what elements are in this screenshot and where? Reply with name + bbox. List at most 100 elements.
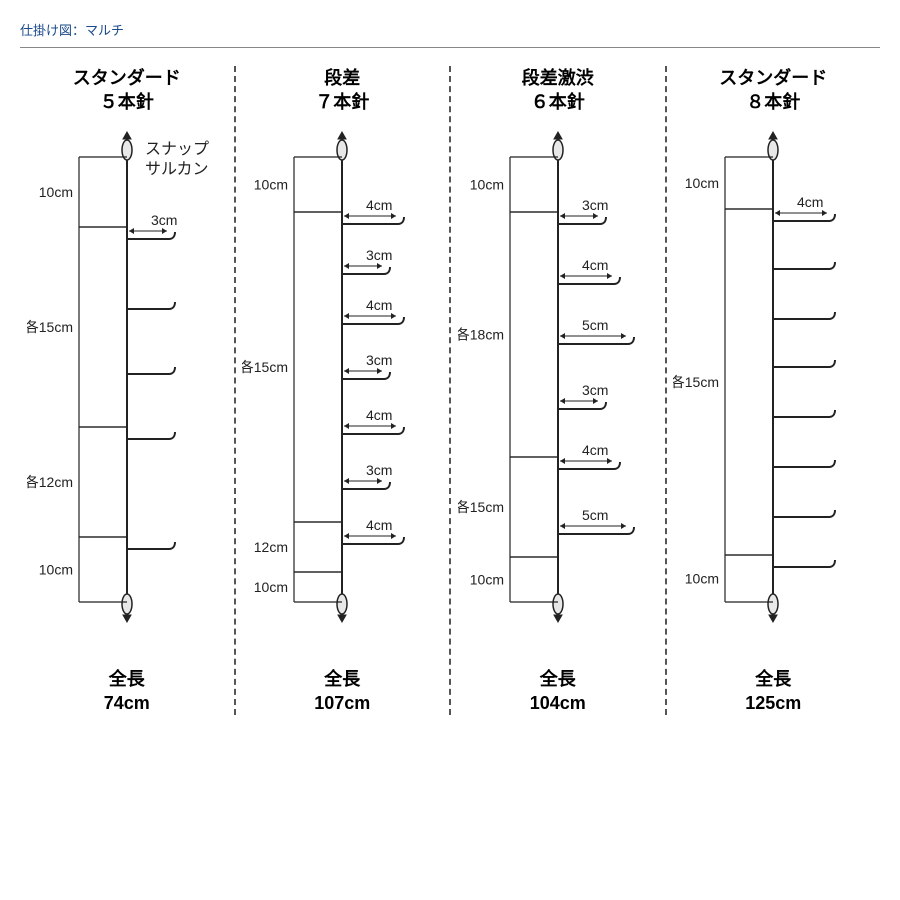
rig-column: 段差激渋 ６本針 10cm 各18cm 各15cm 10cm 3cm 4cm	[451, 66, 667, 715]
branch-length-label: 5cm	[582, 317, 608, 333]
arrowhead-icon	[344, 213, 349, 219]
branch-length-label: 4cm	[797, 194, 823, 210]
snap-clip-icon	[338, 615, 346, 622]
arrowhead-icon	[344, 368, 349, 374]
rig-header: 段差激渋 ６本針	[457, 66, 659, 115]
segment-label: 各18cm	[458, 326, 504, 342]
rig-column: スタンダード ５本針 スナップ サルカン 10cm 各15cm 各12cm 10…	[20, 66, 236, 715]
branch-line	[773, 505, 835, 517]
segment-label: 各12cm	[27, 474, 73, 490]
segment-label: 12cm	[254, 539, 288, 555]
branch-line	[342, 477, 390, 489]
branch-line	[342, 422, 404, 434]
branch-line	[342, 367, 390, 379]
arrowhead-icon	[775, 210, 780, 216]
segment-label: 各15cm	[27, 319, 73, 335]
divider-line	[20, 47, 880, 48]
swivel-icon	[553, 594, 563, 614]
arrowhead-icon	[344, 263, 349, 269]
rig-title-line2: ８本針	[673, 90, 875, 114]
segment-label: 各15cm	[673, 374, 719, 390]
arrowhead-icon	[377, 478, 382, 484]
rig-footer: 全長 74cm	[26, 667, 228, 716]
swivel-icon	[768, 594, 778, 614]
branch-line	[342, 312, 404, 324]
arrowhead-icon	[129, 228, 134, 234]
branch-line	[773, 307, 835, 319]
arrowhead-icon	[377, 368, 382, 374]
rig-title-line1: 段差激渋	[457, 66, 659, 90]
segment-bracket	[79, 157, 127, 227]
arrowhead-icon	[560, 458, 565, 464]
segment-bracket	[79, 537, 127, 602]
arrowhead-icon	[593, 398, 598, 404]
branch-line	[773, 455, 835, 467]
snap-clip-icon	[338, 132, 346, 139]
snap-clip-icon	[554, 615, 562, 622]
arrowhead-icon	[162, 228, 167, 234]
segment-label: 10cm	[254, 579, 288, 595]
segment-bracket	[510, 457, 558, 557]
segment-label: 各15cm	[458, 499, 504, 515]
arrowhead-icon	[344, 423, 349, 429]
rig-footer: 全長 104cm	[457, 667, 659, 716]
segment-label: 10cm	[39, 561, 73, 577]
rig-total-value: 74cm	[26, 691, 228, 715]
branch-length-label: 3cm	[582, 197, 608, 213]
rig-footer: 全長 107cm	[242, 667, 444, 716]
segment-bracket	[510, 557, 558, 602]
swivel-icon	[122, 594, 132, 614]
segment-bracket	[725, 209, 773, 555]
segment-label: 10cm	[254, 176, 288, 192]
rigs-container: スタンダード ５本針 スナップ サルカン 10cm 各15cm 各12cm 10…	[20, 66, 880, 715]
segment-bracket	[510, 212, 558, 457]
branch-line	[773, 555, 835, 567]
branch-length-label: 4cm	[366, 197, 392, 213]
segment-bracket	[79, 227, 127, 427]
rig-total-label: 全長	[26, 667, 228, 691]
segment-bracket	[725, 157, 773, 209]
arrowhead-icon	[344, 533, 349, 539]
branch-line	[127, 362, 175, 374]
arrowhead-icon	[344, 313, 349, 319]
branch-length-label: 4cm	[366, 407, 392, 423]
snap-label-line1: スナップ	[145, 140, 209, 158]
arrowhead-icon	[621, 333, 626, 339]
snap-clip-icon	[554, 132, 562, 139]
segment-label: 10cm	[470, 176, 504, 192]
branch-length-label: 4cm	[582, 442, 608, 458]
arrowhead-icon	[560, 523, 565, 529]
segment-label: 10cm	[685, 570, 719, 586]
arrowhead-icon	[593, 213, 598, 219]
branch-line	[558, 212, 606, 224]
snap-clip-icon	[123, 132, 131, 139]
rig-diagram: 10cm 各15cm 10cm 4cm	[673, 127, 875, 657]
branch-line	[127, 227, 175, 239]
branch-line	[558, 397, 606, 409]
branch-length-label: 3cm	[582, 382, 608, 398]
branch-line	[558, 457, 620, 469]
rig-total-label: 全長	[457, 667, 659, 691]
arrowhead-icon	[621, 523, 626, 529]
arrowhead-icon	[560, 273, 565, 279]
segment-label: 10cm	[39, 184, 73, 200]
rig-total-label: 全長	[673, 667, 875, 691]
branch-line	[773, 355, 835, 367]
branch-length-label: 3cm	[366, 462, 392, 478]
branch-line	[342, 532, 404, 544]
branch-length-label: 3cm	[366, 352, 392, 368]
branch-line	[342, 212, 404, 224]
rig-title-line1: スタンダード	[26, 66, 228, 90]
arrowhead-icon	[560, 398, 565, 404]
arrowhead-icon	[344, 478, 349, 484]
snap-label-line2: サルカン	[145, 161, 209, 178]
arrowhead-icon	[560, 213, 565, 219]
snap-clip-icon	[123, 615, 131, 622]
rig-diagram: スナップ サルカン 10cm 各15cm 各12cm 10cm 3cm	[26, 127, 228, 657]
arrowhead-icon	[560, 333, 565, 339]
arrowhead-icon	[391, 213, 396, 219]
segment-label: 10cm	[470, 571, 504, 587]
segment-bracket	[725, 555, 773, 602]
branch-length-label: 3cm	[366, 247, 392, 263]
arrowhead-icon	[391, 313, 396, 319]
